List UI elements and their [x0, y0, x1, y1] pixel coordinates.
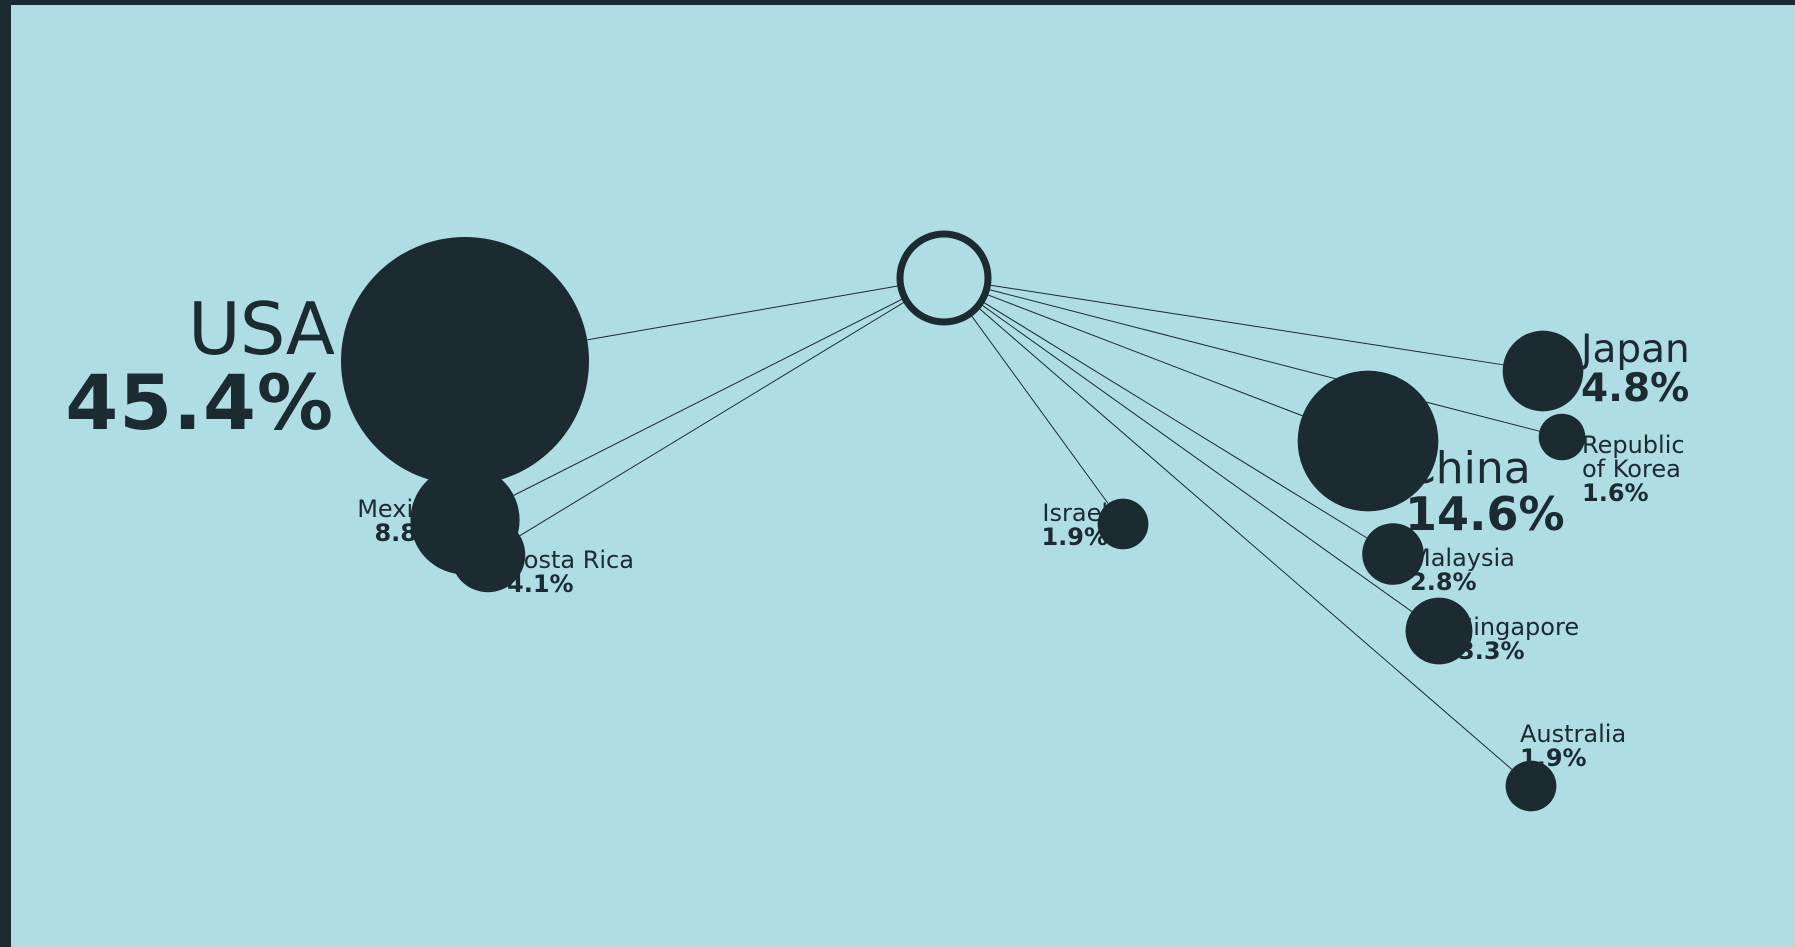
label-japan: Japan 4.8%: [1581, 330, 1690, 408]
country-percent: 14.6%: [1405, 487, 1565, 541]
label-china: China 14.6%: [1405, 443, 1565, 541]
country-name: Japan: [1581, 327, 1690, 372]
node-israel: [1097, 498, 1149, 550]
country-name-line2: of Korea: [1582, 455, 1681, 483]
edge-china: [984, 293, 1303, 417]
node-australia: [1505, 760, 1557, 812]
edge-israel: [969, 313, 1109, 504]
label-australia: Australia 1.9%: [1520, 722, 1626, 770]
node-usa: [341, 237, 589, 485]
country-name: Singapore: [1458, 613, 1580, 641]
country-percent: 45.4%: [65, 358, 334, 447]
node-malaysia: [1362, 523, 1424, 585]
country-percent: 3.3%: [1458, 637, 1525, 665]
edge-japan: [987, 284, 1504, 366]
country-name: Australia: [1520, 720, 1627, 748]
label-korea: Republic of Korea 1.6%: [1582, 433, 1685, 505]
hub-node: [896, 230, 992, 326]
label-singapore: Singapore 3.3%: [1458, 615, 1579, 663]
label-israel: Israel 1.9%: [1041, 501, 1108, 549]
country-name-line1: Republic: [1582, 431, 1685, 459]
country-name: Mexico: [357, 495, 441, 523]
edge-usa: [587, 285, 901, 341]
label-usa: USA 45.4%: [65, 287, 335, 447]
label-mexico: Mexico 8.8%: [357, 497, 441, 545]
country-percent: 8.8%: [374, 519, 441, 547]
country-name: China: [1405, 443, 1531, 494]
node-japan: [1502, 330, 1584, 412]
edge-australia: [976, 306, 1513, 770]
label-malaysia: Malaysia 2.8%: [1410, 546, 1515, 594]
country-percent: 1.9%: [1520, 744, 1587, 772]
country-name: Israel: [1042, 499, 1108, 527]
edge-malaysia: [981, 300, 1368, 539]
edge-korea: [986, 288, 1540, 432]
edge-singapore: [979, 303, 1413, 612]
country-percent: 4.1%: [507, 570, 574, 598]
node-korea: [1538, 413, 1586, 461]
node-costa-rica: [450, 517, 526, 593]
edge-mexico: [513, 297, 905, 496]
country-name: Costa Rica: [507, 546, 634, 574]
node-china: [1297, 370, 1439, 512]
network-diagram: [341, 230, 1586, 812]
label-costa-rica: Costa Rica 4.1%: [507, 548, 634, 596]
node-singapore: [1405, 597, 1473, 665]
country-percent: 1.6%: [1582, 479, 1649, 507]
country-name: Malaysia: [1410, 544, 1515, 572]
country-percent: 1.9%: [1041, 523, 1108, 551]
country-name: USA: [188, 287, 335, 371]
country-percent: 2.8%: [1410, 568, 1477, 596]
country-percent: 4.8%: [1581, 366, 1690, 411]
diagram-canvas: USA 45.4% China 14.6% Mexico 8.8% Japan …: [11, 5, 1795, 947]
edge-costa-rica: [519, 300, 907, 537]
